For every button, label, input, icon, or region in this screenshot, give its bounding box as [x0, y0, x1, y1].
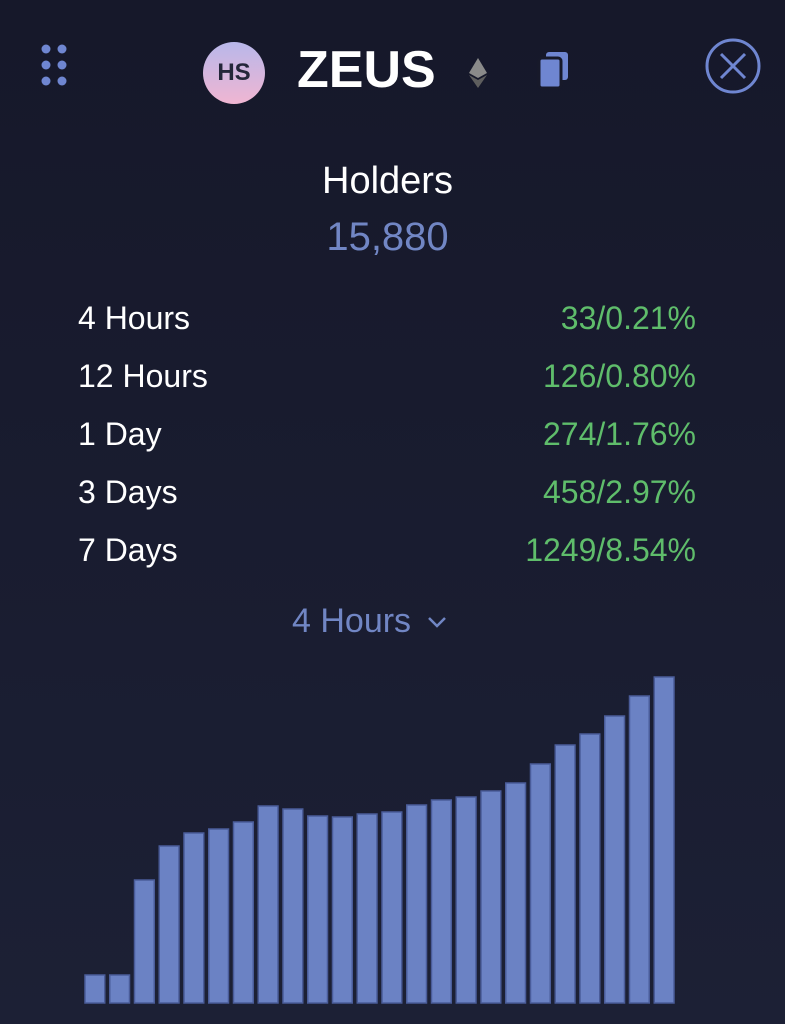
- bar: [604, 715, 626, 1004]
- bar: [282, 808, 304, 1004]
- stats-row: 3 Days 458/2.97%: [78, 474, 696, 514]
- bar: [480, 790, 502, 1004]
- holders-total: 15,880: [326, 215, 449, 259]
- row-label: 12 Hours: [78, 358, 208, 394]
- selector-label: 4 Hours: [292, 602, 412, 640]
- bar: [133, 879, 155, 1004]
- menu-icon[interactable]: [41, 44, 67, 86]
- stats-row: 4 Hours 33/0.21%: [78, 300, 696, 340]
- row-value: 458/2.97%: [542, 474, 696, 510]
- stats-row: 7 Days 1249/8.54%: [78, 532, 696, 572]
- bar: [628, 695, 650, 1004]
- row-label: 7 Days: [78, 532, 178, 568]
- bar: [109, 974, 131, 1004]
- bar: [257, 805, 279, 1004]
- bar: [183, 832, 205, 1004]
- bar: [158, 845, 180, 1004]
- bar: [554, 744, 576, 1004]
- bar: [406, 804, 428, 1004]
- bar: [331, 816, 353, 1004]
- stats-row: 1 Day 274/1.76%: [78, 416, 696, 456]
- eth-icon: [469, 58, 487, 88]
- copy-icon[interactable]: [537, 52, 568, 90]
- avatar: HS: [203, 42, 265, 104]
- bar: [208, 828, 230, 1004]
- close-icon[interactable]: [705, 38, 761, 94]
- row-label: 1 Day: [78, 416, 162, 452]
- row-value: 1249/8.54%: [525, 532, 696, 568]
- bar: [84, 974, 106, 1004]
- bar: [579, 733, 601, 1004]
- row-label: 4 Hours: [78, 300, 191, 336]
- row-label: 3 Days: [78, 474, 178, 510]
- holders-title: Holders: [322, 160, 453, 202]
- bar: [307, 815, 329, 1004]
- bar: [430, 799, 452, 1004]
- token-title: ZEUS: [297, 41, 436, 99]
- bar: [356, 813, 378, 1004]
- stats-row: 12 Hours 126/0.80%: [78, 358, 696, 398]
- row-value: 274/1.76%: [542, 416, 696, 452]
- bar: [381, 811, 403, 1004]
- row-value: 126/0.80%: [542, 358, 696, 394]
- bar: [232, 821, 254, 1004]
- bar: [505, 782, 527, 1004]
- period-selector[interactable]: 4 Hours: [292, 602, 447, 641]
- bar: [455, 796, 477, 1004]
- bar: [653, 676, 675, 1004]
- bar: [529, 763, 551, 1004]
- row-value: 33/0.21%: [560, 300, 696, 336]
- chevron: [428, 616, 446, 628]
